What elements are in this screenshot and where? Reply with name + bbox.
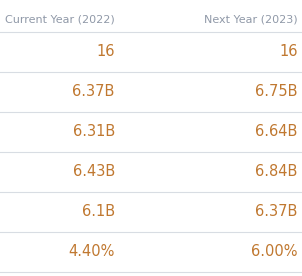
Text: 6.84B: 6.84B — [255, 164, 297, 179]
Text: 6.43B: 6.43B — [72, 164, 115, 179]
Text: 6.75B: 6.75B — [255, 84, 297, 100]
Text: 16: 16 — [279, 44, 297, 60]
Text: 6.00%: 6.00% — [251, 245, 297, 259]
Text: 6.37B: 6.37B — [255, 205, 297, 219]
Text: 16: 16 — [96, 44, 115, 60]
Text: Next Year (2023): Next Year (2023) — [204, 14, 297, 24]
Text: Current Year (2022): Current Year (2022) — [5, 14, 115, 24]
Text: 6.64B: 6.64B — [255, 124, 297, 139]
Text: 6.37B: 6.37B — [72, 84, 115, 100]
Text: 6.1B: 6.1B — [82, 205, 115, 219]
Text: 6.31B: 6.31B — [72, 124, 115, 139]
Text: 4.40%: 4.40% — [68, 245, 115, 259]
